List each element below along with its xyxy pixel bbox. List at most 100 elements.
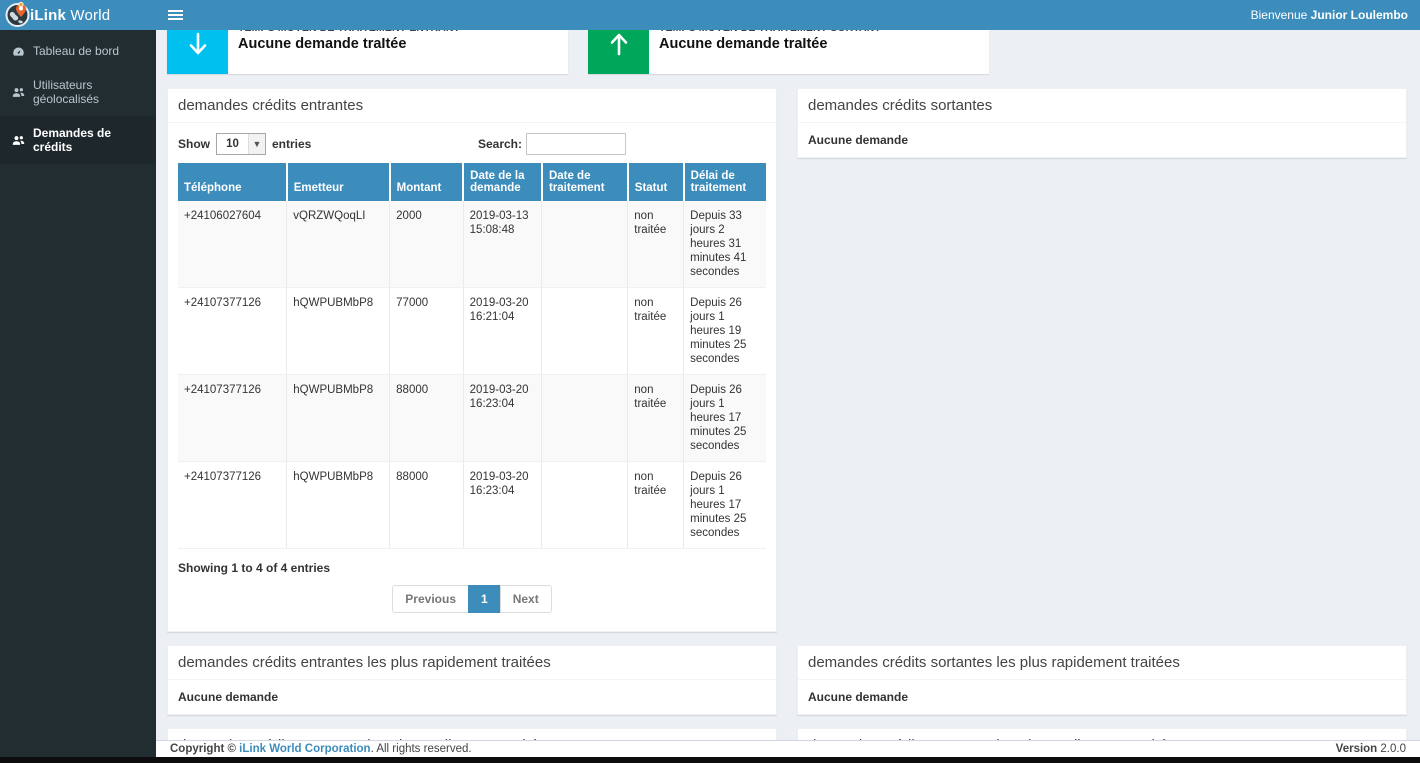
column-header-emetteur[interactable]: Emetteur bbox=[286, 163, 391, 201]
cell-montant: 2000 bbox=[389, 201, 464, 288]
users-icon bbox=[12, 87, 25, 97]
search-label: Search: bbox=[477, 137, 522, 151]
column-header-statut[interactable]: Statut bbox=[627, 163, 685, 201]
empty-message: Aucune demande bbox=[808, 133, 909, 147]
main-panels-row: demandes crédits entrantes Show 10 ▼ ent… bbox=[167, 88, 1407, 632]
dashboard-icon bbox=[13, 46, 24, 56]
search-control: Search: bbox=[478, 133, 626, 155]
page-length-value: 10 bbox=[226, 138, 239, 150]
cell-telephone: +24107377126 bbox=[178, 287, 288, 375]
cell-telephone: +24106027604 bbox=[178, 201, 288, 288]
table-row[interactable]: +24106027604 vQRZWQoqLI 2000 2019-03-13 … bbox=[178, 201, 766, 288]
cell-emetteur: hQWPUBMbP8 bbox=[286, 374, 391, 462]
copyright-suffix: . All rights reserved. bbox=[370, 743, 472, 755]
footer: Copyright © iLink World Corporation. All… bbox=[156, 740, 1420, 757]
empty-message: Aucune demande bbox=[808, 690, 909, 704]
table-row[interactable]: +24107377126 hQWPUBMbP8 88000 2019-03-20… bbox=[178, 374, 766, 462]
datatable-controls: Show 10 ▼ entries Search: bbox=[168, 123, 776, 163]
empty-message: Aucune demande bbox=[178, 690, 279, 704]
welcome-message: Bienvenue Junior Loulembo bbox=[1251, 8, 1408, 22]
top-header: iLink World Bienvenue Junior Loulembo bbox=[0, 0, 1420, 30]
cell-delai: Depuis 26 jours 1 heures 19 minutes 25 s… bbox=[683, 287, 766, 375]
table-info-text: Showing 1 to 4 of 4 entries bbox=[178, 561, 331, 575]
column-header-telephone[interactable]: Téléphone bbox=[178, 163, 288, 201]
cell-delai: Depuis 26 jours 1 heures 17 minutes 25 s… bbox=[683, 461, 766, 549]
next-page-button[interactable]: Next bbox=[499, 585, 552, 613]
stat-card-value: Aucune demande traItée bbox=[238, 36, 407, 52]
panel-demandes-sortantes: demandes crédits sortantes Aucune demand… bbox=[797, 88, 1407, 158]
page-length-select[interactable]: 10 ▼ bbox=[216, 133, 266, 155]
rapidement-panels-row: demandes crédits entrantes les plus rapi… bbox=[167, 645, 1407, 715]
cell-date-traitement bbox=[541, 374, 629, 462]
page-length-control: Show 10 ▼ entries bbox=[178, 133, 311, 155]
sidebar-item-utilisateurs-geolocalises[interactable]: Utilisateurs géolocalisés bbox=[0, 68, 156, 116]
table-header-row: Téléphone Emetteur Montant Date de la de… bbox=[178, 163, 766, 201]
sidebar-toggle-icon[interactable] bbox=[168, 8, 183, 22]
navbar: Bienvenue Junior Loulembo bbox=[156, 0, 1420, 30]
chevron-down-icon: ▼ bbox=[248, 134, 265, 154]
demandes-entrantes-table: Téléphone Emetteur Montant Date de la de… bbox=[178, 163, 766, 549]
cell-emetteur: hQWPUBMbP8 bbox=[286, 287, 391, 375]
cell-date-demande: 2019-03-13 15:08:48 bbox=[463, 201, 543, 288]
cell-statut: non traitée bbox=[627, 201, 685, 288]
panel-demandes-entrantes: demandes crédits entrantes Show 10 ▼ ent… bbox=[167, 88, 777, 632]
stat-card-value: Aucune demande traItée bbox=[659, 36, 828, 52]
panel-title: demandes crédits entrantes bbox=[168, 89, 776, 123]
cell-date-demande: 2019-03-20 16:23:04 bbox=[463, 374, 543, 462]
cell-statut: non traitée bbox=[627, 287, 685, 375]
cell-statut: non traitée bbox=[627, 461, 685, 549]
sidebar-item-label: Tableau de bord bbox=[33, 44, 120, 58]
brand-name: iLink World bbox=[30, 7, 110, 24]
sidebar-item-label: Utilisateurs géolocalisés bbox=[33, 78, 100, 106]
panel-title: demandes crédits sortantes bbox=[798, 89, 1406, 123]
column-header-date-traitement[interactable]: Date de traitement bbox=[541, 163, 629, 201]
brand-name-regular: World bbox=[66, 6, 111, 24]
column-header-montant[interactable]: Montant bbox=[389, 163, 465, 201]
welcome-username: Junior Loulembo bbox=[1310, 8, 1408, 22]
content-area: TEMPS MOYEN DE TRAITEMENT ENTRANT Aucune… bbox=[156, 0, 1420, 763]
cell-date-traitement bbox=[541, 461, 629, 549]
sidebar-item-tableau-de-bord[interactable]: Tableau de bord bbox=[0, 34, 156, 68]
column-header-delai[interactable]: Délai de traitement bbox=[683, 163, 766, 201]
sidebar-item-demandes-de-credits[interactable]: Demandes de crédits bbox=[0, 116, 156, 164]
search-input[interactable] bbox=[526, 133, 626, 155]
cell-delai: Depuis 26 jours 1 heures 17 minutes 25 s… bbox=[683, 374, 766, 462]
sidebar: Tableau de bord Utilisateurs géolocalisé… bbox=[0, 30, 156, 763]
cell-date-traitement bbox=[541, 201, 629, 288]
entries-label: entries bbox=[272, 137, 312, 151]
cell-date-demande: 2019-03-20 16:21:04 bbox=[463, 287, 543, 375]
panel-entrantes-rapidement: demandes crédits entrantes les plus rapi… bbox=[167, 645, 777, 715]
cell-emetteur: vQRZWQoqLI bbox=[286, 201, 391, 288]
screen-bottom-edge bbox=[0, 757, 1420, 763]
table-row[interactable]: +24107377126 hQWPUBMbP8 77000 2019-03-20… bbox=[178, 287, 766, 375]
version-text: Version 2.0.0 bbox=[1336, 743, 1406, 755]
corporation-link[interactable]: iLink World Corporation bbox=[239, 743, 371, 755]
cell-telephone: +24107377126 bbox=[178, 461, 288, 549]
cell-delai: Depuis 33 jours 2 heures 31 minutes 41 s… bbox=[683, 201, 766, 288]
users-icon bbox=[12, 135, 25, 145]
page-1-button[interactable]: 1 bbox=[468, 585, 501, 613]
copyright-prefix: Copyright © bbox=[170, 743, 240, 755]
cell-montant: 88000 bbox=[389, 461, 464, 549]
brand-name-bold: iLink bbox=[30, 6, 67, 24]
previous-page-button[interactable]: Previous bbox=[392, 585, 469, 613]
brand-logo[interactable]: iLink World bbox=[0, 0, 156, 30]
sidebar-item-label: Demandes de crédits bbox=[33, 126, 112, 154]
version-label: Version bbox=[1335, 743, 1378, 755]
panel-title: demandes crédits sortantes les plus rapi… bbox=[798, 646, 1406, 680]
cell-date-demande: 2019-03-20 16:23:04 bbox=[463, 461, 543, 549]
cell-date-traitement bbox=[541, 287, 629, 375]
panel-sortantes-rapidement: demandes crédits sortantes les plus rapi… bbox=[797, 645, 1407, 715]
cell-montant: 77000 bbox=[389, 287, 464, 375]
cell-telephone: +24107377126 bbox=[178, 374, 288, 462]
pagination: Previous 1 Next bbox=[168, 575, 776, 631]
cell-statut: non traitée bbox=[627, 374, 685, 462]
column-header-date-demande[interactable]: Date de la demande bbox=[463, 163, 543, 201]
globe-pin-icon bbox=[4, 1, 31, 33]
cell-emetteur: hQWPUBMbP8 bbox=[286, 461, 391, 549]
version-value: 2.0.0 bbox=[1377, 743, 1406, 755]
panel-title: demandes crédits entrantes les plus rapi… bbox=[168, 646, 776, 680]
table-row[interactable]: +24107377126 hQWPUBMbP8 88000 2019-03-20… bbox=[178, 461, 766, 549]
copyright-text: Copyright © iLink World Corporation. All… bbox=[170, 743, 472, 755]
welcome-prefix: Bienvenue bbox=[1250, 8, 1311, 22]
